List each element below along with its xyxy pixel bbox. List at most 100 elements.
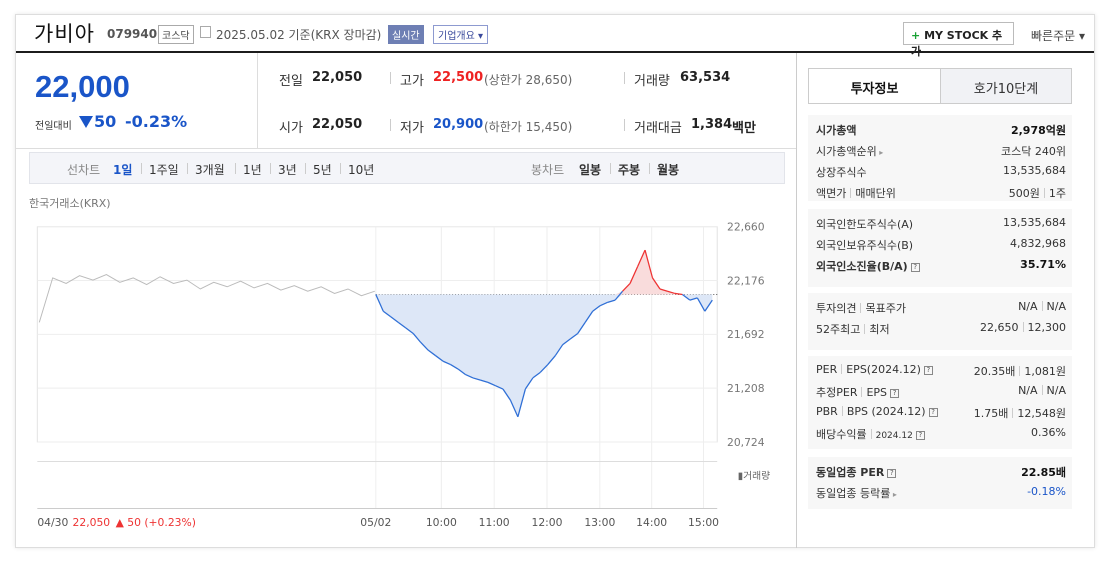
price-line-segment: [599, 301, 608, 307]
info-label2: BPS (2024.12): [846, 405, 926, 418]
divider: [610, 163, 611, 174]
divider: [649, 163, 650, 174]
candle-weekly[interactable]: 주봉: [618, 163, 641, 177]
down-triangle-icon: [79, 116, 93, 128]
my-stock-add-button[interactable]: + MY STOCK 추가: [903, 22, 1014, 58]
info-value: 0.36%: [1031, 426, 1066, 439]
price-change-pct: -0.23%: [125, 112, 188, 131]
price-line-segment: [607, 299, 616, 303]
help-icon[interactable]: ?: [890, 389, 900, 398]
info-label: PER: [816, 363, 838, 376]
divider: [1041, 385, 1043, 395]
info-value-group: 2,978억원: [1011, 122, 1066, 138]
tab-hoga[interactable]: 호가10단계: [940, 69, 1071, 103]
help-icon[interactable]: ?: [910, 263, 920, 272]
period-10year[interactable]: 10년: [348, 163, 375, 177]
exchange-label: 한국거래소(KRX): [29, 197, 111, 210]
help-icon[interactable]: ?: [915, 431, 925, 440]
price-line-segment: [480, 379, 489, 383]
price-line-segment: [569, 332, 579, 340]
stock-widget: 가비아 079940 코스닥 2025.05.02 기준(KRX 장마감) 실시…: [15, 14, 1095, 548]
info-value: 13,535,684: [1003, 164, 1066, 177]
high-label: 고가: [400, 74, 424, 89]
info-section: 시가총액 2,978억원 시가총액순위 ▸ 코스닥 240위 상장주식수 13,535,6…: [808, 115, 1072, 201]
price-line-segment: [420, 341, 429, 351]
info-row: 동일업종 PER? 22.85배: [816, 464, 1066, 480]
price-stats: 전일 22,050 고가 22,500 (상한가 28,650) 거래량 63,…: [258, 53, 796, 149]
period-1day[interactable]: 1일: [113, 163, 133, 177]
divider: [624, 72, 625, 84]
info-label2: 최저: [869, 323, 890, 336]
help-icon[interactable]: ?: [928, 408, 938, 417]
price-change: 50: [94, 112, 117, 131]
info-label: 외국인한도주식수(A): [816, 218, 914, 231]
company-name[interactable]: 가비아: [34, 22, 95, 46]
corp-info-dropdown[interactable]: 기업개요 ▾: [433, 25, 489, 44]
x-tick-label: 11:00: [479, 516, 510, 529]
divider: [624, 119, 625, 131]
info-row: 52주최고 최저 22,650 12,300: [816, 321, 1066, 337]
info-value: 2,978억원: [1010, 124, 1066, 137]
divider: [861, 387, 863, 397]
candle-daily[interactable]: 일봉: [579, 163, 602, 177]
low-value: 20,900: [433, 117, 484, 132]
info-section: PER EPS(2024.12)? 20.35배 1,081원 추정PER EPS? N/A…: [808, 356, 1072, 449]
info-label[interactable]: 동일업종 등락률: [816, 487, 891, 500]
price-line-segment: [532, 371, 541, 379]
divider: [841, 364, 843, 374]
chevron-right-icon: ▸: [890, 490, 897, 499]
plus-icon: +: [911, 29, 921, 42]
candle-monthly[interactable]: 월봉: [657, 163, 680, 177]
help-icon[interactable]: ?: [887, 469, 897, 478]
divider: [1041, 301, 1043, 311]
period-5year[interactable]: 5년: [313, 163, 332, 177]
info-label[interactable]: 시가총액순위: [816, 145, 877, 158]
info-value-group: 13,535,684: [1003, 164, 1066, 177]
info-label: 시가총액: [816, 124, 857, 137]
price-line-segment: [667, 290, 676, 295]
period-1year[interactable]: 1년: [243, 163, 262, 177]
info-label: 52주최고: [816, 323, 861, 336]
info-value: 22.85배: [1021, 466, 1066, 479]
price-line-segment: [442, 360, 451, 366]
price-line-segment: [487, 381, 496, 387]
x-tick-label: 05/02: [360, 516, 391, 529]
divider: [870, 429, 872, 439]
lower-limit: (하한가 15,450): [484, 120, 573, 134]
candle-chart-label: 봉차트: [531, 163, 565, 177]
prev-day-line: [38, 273, 375, 323]
info-value-group: 500원 1주: [1009, 185, 1066, 201]
price-line-segment: [465, 374, 474, 379]
info-value: 500원: [1008, 187, 1040, 200]
price-line-segment: [397, 321, 407, 329]
info-value-group: 4,832,968: [1010, 237, 1066, 250]
header: 가비아 079940 코스닥 2025.05.02 기준(KRX 장마감) 실시…: [16, 15, 1094, 58]
price-chart[interactable]: 22,660 22,176 21,692 21,208 20,724 ▮거래량 05/02 1…: [29, 215, 795, 530]
period-bar: 선차트 1일 1주일 3개월 1년 3년 5년 10년 봉차트 일봉 주봉 월봉: [29, 152, 785, 184]
period-3month[interactable]: 3개월: [195, 163, 225, 177]
price-line-segment: [629, 266, 639, 284]
divider: [864, 324, 866, 334]
low-label: 저가: [400, 121, 424, 136]
info-row: 외국인보유주식수(B) 4,832,968: [816, 237, 1066, 253]
price-line-segment: [547, 355, 556, 365]
info-label2: EPS(2024.12): [846, 363, 921, 376]
info-row: 액면가 매매단위 500원 1주: [816, 185, 1066, 201]
info-value-group: 22,650 12,300: [980, 321, 1066, 334]
realtime-button[interactable]: 실시간: [388, 25, 424, 44]
price-line-segment: [472, 377, 481, 381]
prev-day-caption: 04/30: [37, 516, 68, 529]
period-1week[interactable]: 1주일: [149, 163, 179, 177]
upper-limit: (상한가 28,650): [484, 73, 573, 87]
calendar-icon: [200, 26, 211, 38]
price-line-segment: [390, 316, 399, 323]
quick-order-button[interactable]: 빠른주문 ▾: [1031, 27, 1085, 44]
divider: [390, 119, 391, 131]
period-3year[interactable]: 3년: [278, 163, 297, 177]
tab-invest-info[interactable]: 투자정보: [809, 69, 940, 103]
help-icon[interactable]: ?: [923, 366, 933, 375]
info-value: 1.75배: [973, 407, 1009, 420]
x-tick-label: 12:00: [532, 516, 563, 529]
price-line-segment: [562, 338, 571, 346]
divider: [390, 72, 391, 84]
